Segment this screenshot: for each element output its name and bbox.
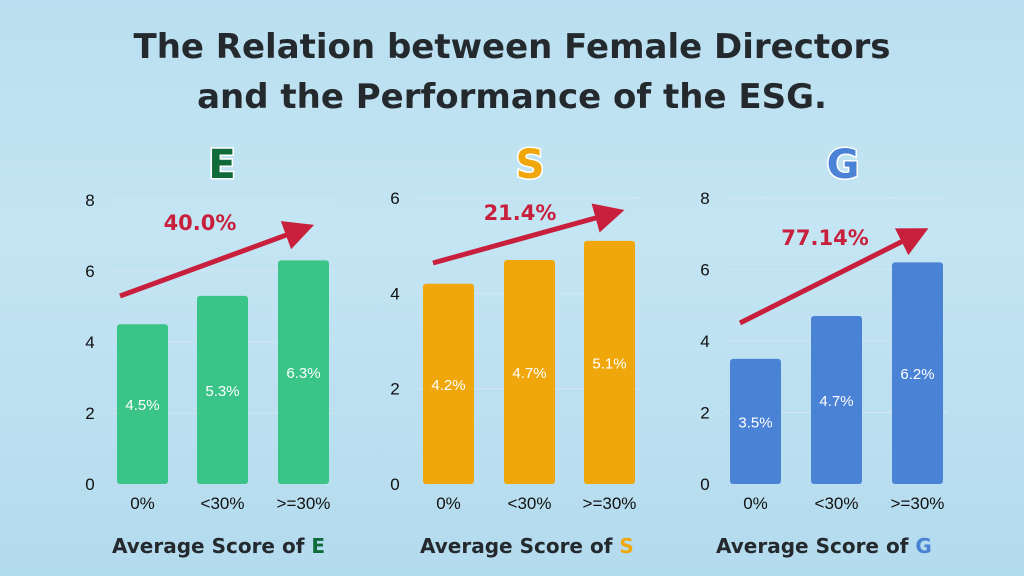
x-axis-title-letter: G (915, 534, 931, 558)
bar (117, 324, 168, 484)
data-label: 6.2% (900, 366, 934, 383)
bar (423, 283, 474, 484)
data-label: 4.2% (431, 377, 465, 394)
bar (730, 358, 781, 484)
y-tick-label: 0 (85, 475, 94, 494)
data-label: 5.1% (592, 355, 626, 372)
chart-E: E 0 2 4 6 8 4.5% 0% 5.3% <30% 6.3% >=30% 40.0% Averag… (85, 141, 334, 558)
x-axis-title-prefix: Average Score of (112, 534, 311, 558)
y-tick-label: 2 (85, 404, 94, 423)
data-label: 4.7% (819, 393, 853, 410)
chart-G: G 0 2 4 6 8 3.5% 0% 4.7% <30% 6.2% >=30% 77.14% Avera… (700, 141, 948, 558)
category-label: 0% (743, 494, 768, 513)
increase-arrow (432, 203, 625, 266)
category-label: <30% (201, 494, 245, 513)
y-tick-label: 6 (85, 262, 94, 281)
y-tick-label: 4 (700, 332, 709, 351)
y-tick-label: 2 (390, 380, 399, 399)
y-tick-label: 6 (390, 189, 399, 208)
x-axis-title: Average Score of G (716, 534, 932, 558)
y-tick-label: 8 (700, 189, 709, 208)
chart-heading: G (827, 142, 860, 188)
increase-label: 21.4% (484, 201, 557, 225)
x-axis-title: Average Score of E (112, 534, 325, 558)
category-label: >=30% (277, 494, 331, 513)
category-label: 0% (436, 494, 461, 513)
data-label: 4.5% (125, 397, 159, 414)
x-axis-title-letter: E (311, 534, 325, 558)
title-line-2: and the Performance of the ESG. (197, 77, 827, 117)
data-label: 6.3% (286, 365, 320, 382)
increase-label: 40.0% (164, 211, 237, 235)
bar (584, 240, 635, 484)
y-tick-label: 2 (700, 404, 709, 423)
category-label: 0% (130, 494, 155, 513)
bar (811, 315, 862, 484)
category-label: >=30% (891, 494, 945, 513)
y-tick-label: 4 (390, 284, 399, 303)
chart-S: S 0 2 4 6 4.2% 0% 4.7% <30% 5.1% >=30% 21.4% Average… (390, 141, 640, 558)
bar (892, 262, 943, 484)
y-tick-label: 4 (85, 333, 94, 352)
bar (197, 295, 248, 484)
chart-heading: S (516, 142, 545, 188)
y-tick-label: 6 (700, 261, 709, 280)
x-axis-title-letter: S (619, 534, 633, 558)
x-axis-title-prefix: Average Score of (420, 534, 619, 558)
increase-arrow (119, 221, 315, 299)
data-label: 4.7% (512, 365, 546, 382)
bar (278, 260, 329, 484)
category-label: >=30% (583, 494, 637, 513)
x-axis-title-prefix: Average Score of (716, 534, 915, 558)
increase-label: 77.14% (781, 226, 868, 250)
y-tick-label: 8 (85, 191, 94, 210)
chart-heading: E (208, 142, 235, 188)
title-line-1: The Relation between Female Directors (134, 27, 891, 67)
data-label: 3.5% (738, 414, 772, 431)
y-tick-label: 0 (700, 475, 709, 494)
increase-arrow (738, 228, 929, 326)
y-tick-label: 0 (390, 475, 399, 494)
data-label: 5.3% (205, 383, 239, 400)
x-axis-title: Average Score of S (420, 534, 634, 558)
category-label: <30% (815, 494, 859, 513)
bar (504, 259, 555, 484)
category-label: <30% (508, 494, 552, 513)
